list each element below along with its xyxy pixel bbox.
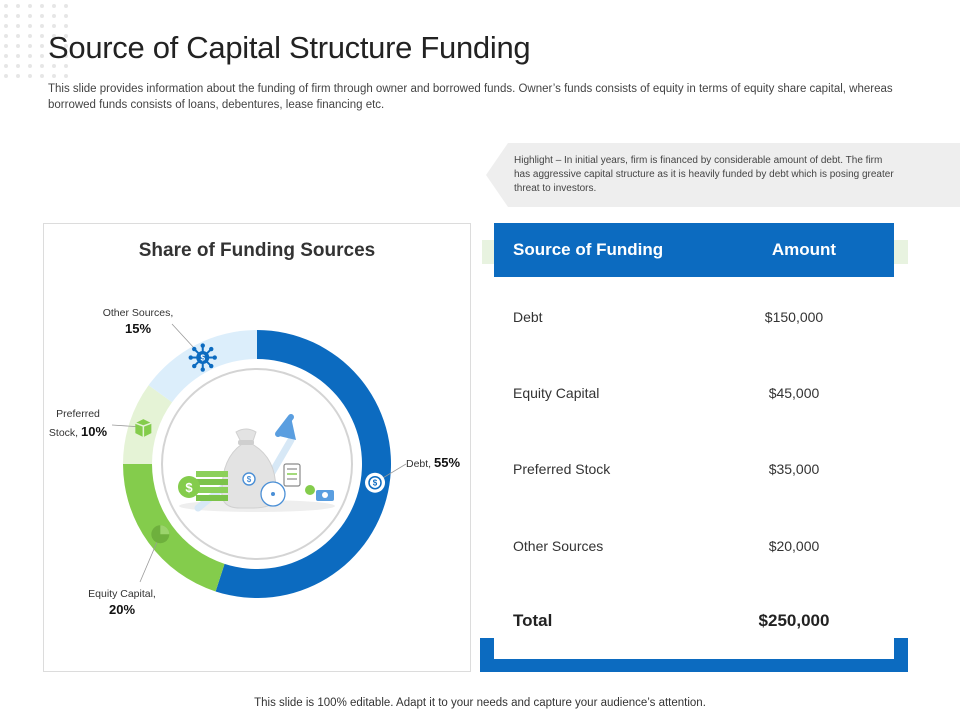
table-row-other-source: Other Sources bbox=[513, 538, 604, 554]
highlight-callout bbox=[486, 143, 960, 207]
network-dollar-icon: $ bbox=[188, 343, 217, 372]
dollar-coin-icon: $ bbox=[365, 472, 386, 493]
chart-title: Share of Funding Sources bbox=[138, 240, 376, 261]
svg-text:$: $ bbox=[247, 475, 252, 484]
table-row-preferred-source: Preferred Stock bbox=[513, 461, 611, 477]
table-row-equity-source: Equity Capital bbox=[513, 385, 600, 401]
pie-chart-icon bbox=[151, 525, 170, 544]
label-preferred-stock-name: Preferred Stock, bbox=[48, 408, 100, 439]
slice-equity-capital bbox=[123, 464, 225, 592]
svg-text:$: $ bbox=[201, 354, 206, 363]
svg-text:$: $ bbox=[373, 479, 378, 488]
table-total-amount: $250,000 bbox=[758, 611, 830, 630]
label-other-sources: Other Sources, 15% bbox=[86, 305, 190, 338]
table-header bbox=[494, 223, 894, 277]
label-debt-pct: 55% bbox=[434, 455, 461, 470]
decorative-dots bbox=[4, 4, 74, 84]
label-preferred-stock: Preferred Stock, 10% bbox=[46, 406, 110, 442]
table-footer-inner bbox=[494, 638, 894, 659]
table-row-other-amount: $20,000 bbox=[768, 538, 820, 554]
box-icon bbox=[135, 419, 152, 438]
label-other-sources-name: Other Sources, bbox=[102, 307, 174, 319]
highlight-text: Highlight – In initial years, firm is fi… bbox=[514, 155, 894, 194]
table-header-source: Source of Funding bbox=[513, 240, 664, 259]
money-bag-illustration: $ $ bbox=[178, 414, 335, 512]
table-row-equity-amount: $45,000 bbox=[768, 385, 820, 401]
table-total-label: Total bbox=[513, 611, 553, 630]
slide-subtitle: This slide provides information about th… bbox=[48, 83, 893, 111]
label-debt: Debt, 55% bbox=[406, 455, 470, 472]
slice-debt bbox=[215, 330, 392, 599]
slide-title: Source of Capital Structure Funding bbox=[48, 30, 531, 65]
slide-footer: This slide is 100% editable. Adapt it to… bbox=[254, 697, 706, 709]
label-equity-capital: Equity Capital, 20% bbox=[80, 586, 164, 619]
label-debt-name: Debt, bbox=[406, 458, 432, 470]
table-header-amount: Amount bbox=[771, 240, 837, 259]
label-equity-capital-pct: 20% bbox=[108, 602, 136, 617]
label-other-sources-pct: 15% bbox=[124, 321, 152, 336]
svg-text:$: $ bbox=[185, 480, 193, 495]
table-row-preferred-amount: $35,000 bbox=[768, 461, 820, 477]
label-equity-capital-name: Equity Capital, bbox=[88, 588, 156, 600]
table-row-debt-source: Debt bbox=[513, 309, 543, 325]
table-row-debt-amount: $150,000 bbox=[764, 309, 824, 325]
label-preferred-stock-pct: 10% bbox=[81, 424, 108, 439]
